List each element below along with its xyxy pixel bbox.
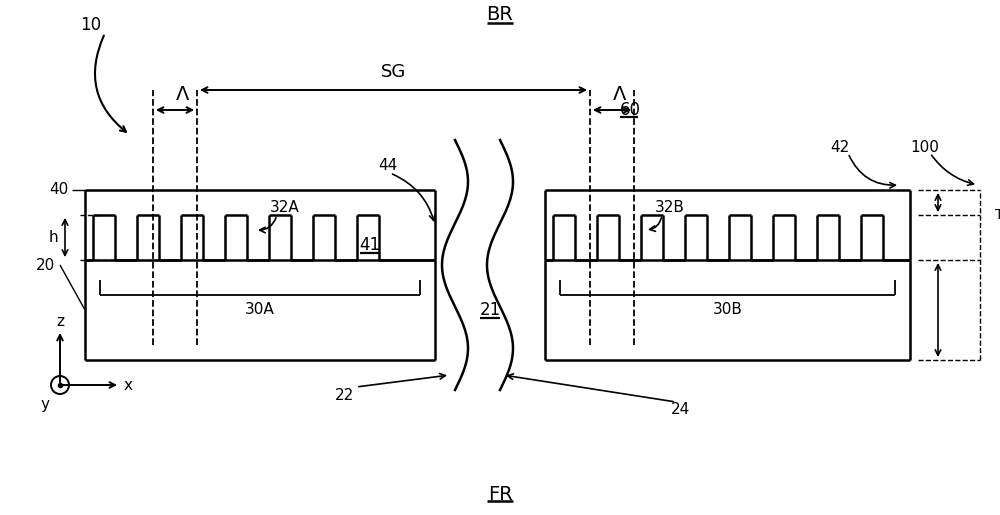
Text: BR: BR bbox=[487, 6, 513, 25]
Text: y: y bbox=[40, 398, 50, 413]
Text: 32B: 32B bbox=[655, 199, 685, 215]
Text: 21: 21 bbox=[479, 301, 501, 319]
Text: SG: SG bbox=[381, 63, 406, 81]
Text: 30B: 30B bbox=[713, 302, 742, 318]
Text: 30A: 30A bbox=[245, 302, 275, 318]
Text: 41: 41 bbox=[359, 236, 381, 254]
Text: $\Lambda$: $\Lambda$ bbox=[612, 85, 628, 105]
Text: 24: 24 bbox=[670, 403, 690, 418]
Text: 60: 60 bbox=[620, 101, 641, 119]
Text: x: x bbox=[124, 377, 132, 392]
Text: TH: TH bbox=[995, 208, 1000, 222]
Text: 32A: 32A bbox=[270, 199, 300, 215]
Text: 100: 100 bbox=[911, 140, 939, 154]
Text: 42: 42 bbox=[830, 140, 850, 154]
Text: 22: 22 bbox=[335, 387, 355, 403]
Text: h: h bbox=[48, 230, 58, 245]
Text: z: z bbox=[56, 315, 64, 330]
Text: 40: 40 bbox=[49, 182, 68, 197]
Text: FR: FR bbox=[488, 486, 512, 505]
Text: 10: 10 bbox=[80, 16, 101, 34]
Text: $\Lambda$: $\Lambda$ bbox=[175, 85, 191, 105]
Text: 44: 44 bbox=[378, 158, 398, 173]
Text: 20: 20 bbox=[36, 258, 55, 272]
